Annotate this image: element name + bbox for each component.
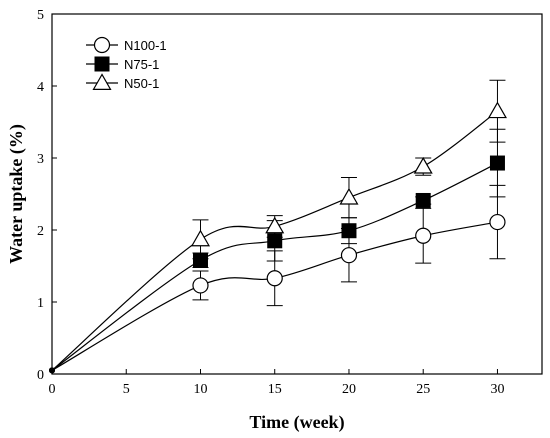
x-tick-label: 15 [268, 382, 282, 397]
data-point-n100-1 [192, 277, 209, 294]
x-axis-title: Time (week) [249, 412, 344, 433]
legend-marker-n100-1 [93, 36, 111, 54]
x-tick-label: 25 [416, 382, 430, 397]
data-point-n50-1 [190, 229, 211, 247]
x-tick-label: 30 [490, 382, 504, 397]
data-point-n100-1 [489, 213, 506, 231]
y-tick-label: 4 [37, 80, 44, 95]
data-point-n50-1 [413, 156, 433, 174]
data-point-n100-1 [266, 270, 283, 287]
data-point-n75-1 [415, 192, 431, 208]
x-tick-label: 10 [193, 382, 207, 397]
data-point-n50-1 [339, 187, 359, 205]
legend-label-n100-1: N100-1 [124, 38, 167, 53]
y-tick-label: 3 [37, 152, 44, 167]
y-tick-label: 2 [37, 224, 44, 239]
x-tick-label: 20 [342, 382, 356, 397]
data-point-n100-1 [340, 247, 358, 264]
plot-frame [51, 13, 543, 375]
data-point-n100-1 [415, 227, 432, 244]
legend-label-n50-1: N50-1 [124, 76, 159, 91]
data-point-n75-1 [341, 223, 357, 239]
y-tick-label: 5 [37, 8, 44, 23]
legend-marker-n50-1 [92, 73, 112, 90]
legend-label-n75-1: N75-1 [124, 57, 159, 72]
data-point-n50-1 [265, 216, 285, 234]
data-point-n75-1 [267, 233, 283, 249]
data-point-n75-1 [489, 155, 505, 171]
x-tick-label: 5 [123, 382, 130, 397]
data-point-n75-1 [192, 252, 208, 268]
y-axis-title: Water uptake (%) [6, 124, 27, 264]
legend-marker-n75-1 [94, 56, 110, 72]
y-tick-label: 1 [37, 296, 44, 311]
x-tick-label: 0 [49, 382, 56, 397]
y-tick-label: 0 [37, 368, 44, 383]
data-point-n50-1 [487, 101, 507, 119]
